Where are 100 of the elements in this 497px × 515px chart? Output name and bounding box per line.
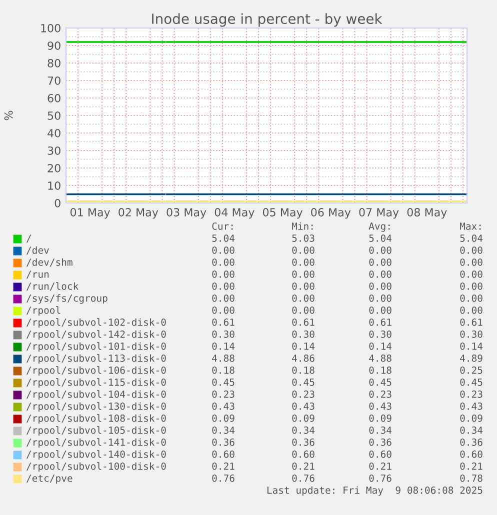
x-tick-label: 05 May (262, 208, 303, 219)
text: 0.60 (212, 450, 234, 458)
text: 0.09 (369, 414, 392, 422)
text: 0.43 (460, 402, 482, 410)
text: 0.61 (460, 318, 482, 326)
text: 5.04 (212, 234, 235, 242)
text: 0.18 (292, 366, 314, 374)
text: 0.00 (292, 294, 314, 302)
legend-label: /rpool/subvol-101-disk-0 (26, 342, 166, 352)
x-tick-label: 03 May (166, 208, 206, 219)
text: 0.30 (369, 330, 392, 338)
text: 0.00 (292, 306, 314, 314)
chart-title: Inode usage in percent - by week (152, 13, 382, 27)
legend-label: /rpool (26, 306, 60, 316)
text: 0.00 (460, 270, 482, 278)
legend-label: /rpool/subvol-106-disk-0 (26, 366, 166, 376)
text: 0.00 (212, 306, 234, 314)
text: 0.18 (212, 366, 234, 374)
legend-label: /rpool/subvol-115-disk-0 (26, 378, 166, 388)
text: 0.21 (460, 462, 482, 470)
text: 0.00 (460, 294, 482, 302)
y-tick-label: 100 (41, 24, 60, 32)
legend-label: /rpool/subvol-104-disk-0 (26, 390, 166, 400)
text: 0.00 (460, 282, 482, 290)
text: 0.60 (460, 450, 482, 458)
text: 0.34 (460, 426, 483, 434)
text: 0.14 (212, 342, 235, 350)
y-tick-label: 90 (48, 41, 60, 50)
y-tick-label: 80 (48, 58, 60, 68)
text: 0.43 (369, 402, 392, 410)
text: 0.21 (212, 462, 234, 470)
text: 4.88 (212, 354, 234, 362)
legend-label: /run (26, 270, 49, 279)
text: 0.43 (292, 402, 314, 410)
text: 0.23 (292, 390, 314, 398)
x-tick-label: 01 May (70, 208, 110, 219)
text: 0.43 (212, 402, 234, 410)
text: 0.00 (460, 306, 482, 314)
legend-label: /rpool/subvol-140-disk-0 (26, 450, 166, 460)
text: 0.00 (369, 282, 392, 290)
text: 0.18 (369, 366, 392, 374)
y-axis-title: % (4, 110, 13, 120)
text: 0.36 (212, 438, 234, 446)
text: 0.30 (292, 330, 314, 338)
y-tick-label: 20 (48, 164, 60, 172)
text: 0.00 (369, 246, 392, 254)
text: 0.60 (369, 450, 392, 458)
text: 0.45 (369, 378, 392, 386)
text: 0.23 (212, 390, 234, 398)
text: 0.00 (212, 282, 234, 290)
text: 0.09 (292, 414, 314, 422)
text: 4.86 (292, 354, 314, 362)
text: 0.00 (212, 258, 234, 266)
text: 0.34 (212, 426, 235, 434)
legend-label: /etc/pve (26, 474, 72, 484)
text: Cur: (212, 222, 233, 230)
text: Min: (292, 222, 313, 230)
text: 0.21 (369, 462, 392, 470)
text: 0.34 (292, 426, 315, 434)
text: 0.23 (460, 390, 482, 398)
text: 0.36 (369, 438, 392, 446)
text: 0.00 (292, 270, 314, 278)
text: 0.78 (460, 474, 482, 482)
text: 0.45 (212, 378, 234, 386)
text: 5.04 (460, 234, 483, 242)
x-tick-label: 06 May (311, 208, 351, 219)
text: 0.76 (369, 474, 392, 482)
text: 0.76 (292, 474, 314, 482)
text: Last update: Fri May 9 08:06:08 2025 (267, 486, 482, 496)
y-tick-label: 30 (48, 146, 60, 155)
text: 0.00 (369, 294, 392, 302)
text: 0.00 (369, 270, 392, 278)
text: 0.61 (212, 318, 234, 326)
text: Avg: (368, 222, 390, 232)
legend-label: /rpool/subvol-113-disk-0 (26, 354, 166, 364)
text: 0.00 (212, 294, 234, 302)
y-tick-label: 70 (48, 76, 60, 85)
text: 0.25 (460, 366, 482, 374)
legend-label: /rpool/subvol-141-disk-0 (26, 438, 166, 448)
legend-label: /dev (26, 246, 49, 255)
text: 5.03 (292, 234, 314, 242)
y-tick-label: 50 (48, 111, 60, 120)
legend-label: /rpool/subvol-100-disk-0 (26, 462, 166, 472)
text: 0.45 (460, 378, 482, 386)
text: 4.89 (460, 354, 482, 362)
text: 5.04 (369, 234, 392, 242)
text: 0.21 (292, 462, 314, 470)
legend-label: /rpool/subvol-105-disk-0 (26, 426, 166, 436)
text: 0.00 (369, 306, 392, 314)
text: 0.00 (292, 246, 314, 254)
legend-label: /run/lock (26, 282, 79, 291)
y-tick-label: 10 (48, 181, 60, 190)
text: 0.45 (292, 378, 314, 386)
legend-label: /rpool/subvol-142-disk-0 (26, 330, 166, 340)
text: Max: (460, 222, 481, 230)
x-tick-label: 04 May (214, 208, 254, 219)
legend-label: /rpool/subvol-130-disk-0 (26, 402, 166, 412)
text: 4.88 (369, 354, 392, 362)
y-tick-label: 60 (48, 94, 60, 102)
text: 0.36 (292, 438, 314, 446)
